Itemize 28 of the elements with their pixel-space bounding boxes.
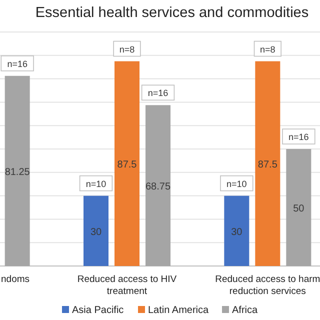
- annotation: n=8: [260, 44, 276, 54]
- data-label: 87.5: [258, 160, 278, 171]
- annotation: n=16: [148, 88, 168, 98]
- data-label: 87.5: [117, 160, 138, 171]
- bar: [114, 61, 140, 266]
- bar: [255, 61, 280, 266]
- data-label: 30: [231, 226, 243, 238]
- data-label: 50: [293, 204, 305, 214]
- x-tick-label: Reduced access to HIV treatment: [77, 274, 178, 297]
- bar: [286, 149, 312, 266]
- bar: [146, 105, 170, 266]
- annotation: n=8: [119, 44, 135, 54]
- legend-label: Asia Pacific: [72, 305, 124, 316]
- legend-label: Latin America: [148, 305, 210, 316]
- bar: [4, 76, 30, 266]
- annotation: n=10: [226, 178, 247, 189]
- legend-label: Africa: [232, 305, 258, 316]
- x-tick-label: ndoms: [1, 274, 30, 285]
- x-tick-label: Reduced access to harm reduction services: [215, 274, 320, 297]
- data-label: 81.25: [4, 166, 30, 178]
- annotation: n=16: [7, 58, 28, 69]
- data-label: 30: [90, 226, 102, 238]
- annotation: n=10: [86, 178, 106, 189]
- bar: [224, 196, 250, 266]
- bar: [84, 196, 108, 266]
- data-label: 68.75: [145, 182, 171, 193]
- annotation: n=16: [288, 132, 309, 142]
- chart-title: Essential health services and commodities: [35, 5, 309, 21]
